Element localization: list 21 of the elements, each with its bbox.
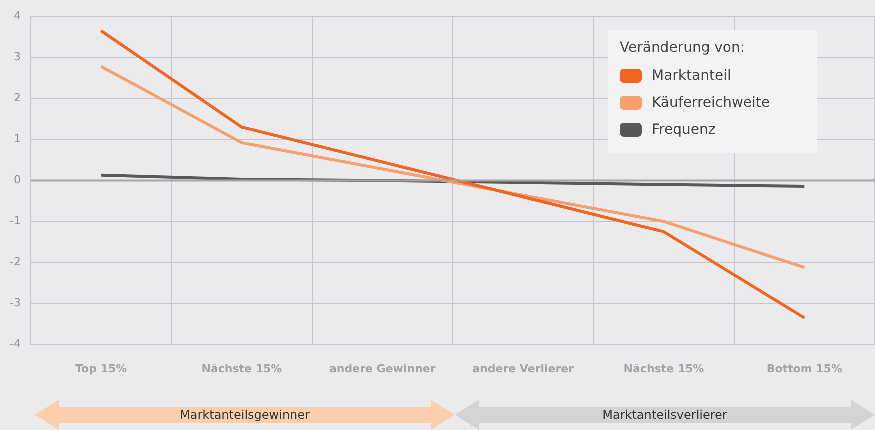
x-tick-label: Bottom 15% <box>766 362 842 376</box>
x-tick-label: Nächste 15% <box>624 362 704 376</box>
y-tick-label: -1 <box>10 214 21 228</box>
legend-title: Veränderung von: <box>620 40 746 56</box>
y-tick-label: 1 <box>14 132 21 146</box>
y-tick-label: -3 <box>10 296 21 310</box>
text: Marktanteilsverlierer <box>602 407 728 423</box>
text: Marktanteilsgewinner <box>179 407 311 423</box>
y-tick-label: -2 <box>10 256 21 269</box>
legend-label: Käuferreichweite <box>652 94 770 110</box>
x-tick-label: Top 15% <box>75 362 128 376</box>
x-tick-label: Nächste 15% <box>202 362 282 376</box>
y-tick-label: -4 <box>10 338 21 351</box>
y-tick-label: 3 <box>14 50 21 64</box>
x-tick-label: andere Verlierer <box>472 362 575 376</box>
y-tick-label: 0 <box>14 174 21 187</box>
legend-label: Marktanteil <box>652 68 732 84</box>
y-tick-label: 2 <box>14 92 21 105</box>
y-tick-label: 4 <box>14 9 21 22</box>
x-tick-label: andere Gewinner <box>330 362 436 376</box>
legend-label: Frequenz <box>652 122 716 138</box>
